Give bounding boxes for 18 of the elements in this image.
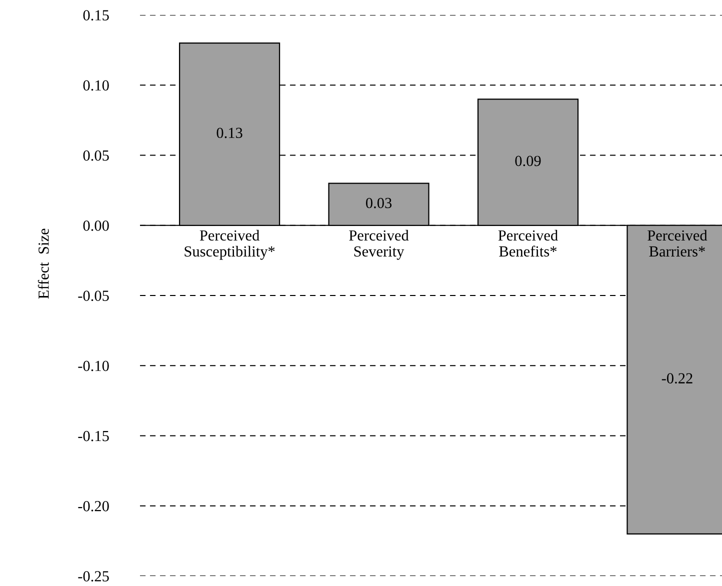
y-axis-title: Effect Size — [38, 228, 49, 299]
y-tick-label: -0.10 — [78, 360, 109, 372]
y-tick-label: 0.15 — [83, 10, 109, 21]
y-tick-label: 0.05 — [83, 150, 109, 161]
y-tick-label: 0.00 — [83, 220, 109, 231]
x-tick-label: Perceived Susceptibility* — [184, 230, 275, 260]
data-label: 0.03 — [366, 198, 392, 208]
y-tick-label: -0.20 — [78, 501, 109, 512]
x-tick-label: Perceived Severity — [349, 230, 409, 260]
x-tick-label: Perceived Barriers* — [648, 230, 708, 257]
y-tick-label: 0.10 — [83, 80, 109, 91]
data-label: 0.13 — [216, 128, 242, 138]
y-tick-label: -0.15 — [78, 430, 109, 442]
data-label: -0.22 — [662, 373, 692, 384]
x-tick-label: Perceived Benefits* — [498, 230, 558, 257]
y-tick-label: -0.25 — [78, 571, 109, 582]
y-tick-label: -0.05 — [78, 290, 109, 302]
data-label: 0.09 — [515, 156, 541, 166]
